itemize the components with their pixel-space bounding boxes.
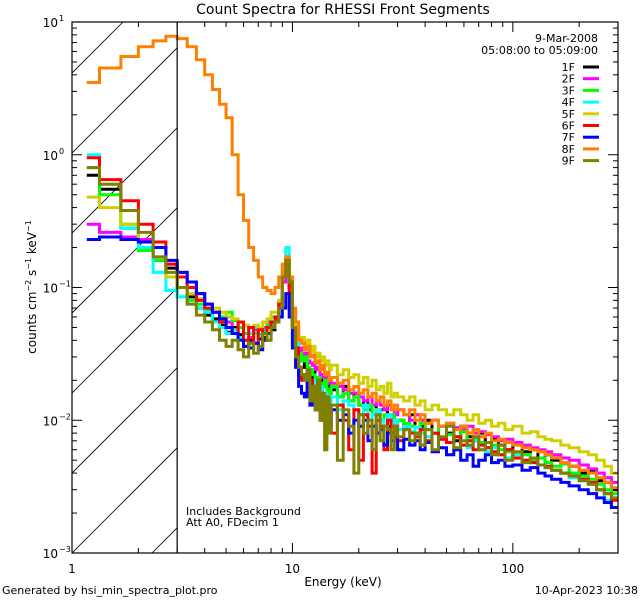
y-axis-ticks	[72, 21, 618, 554]
hatch-line	[72, 367, 178, 474]
legend-label-1F: 1F	[562, 61, 575, 74]
x-axis-ticks	[71, 22, 619, 553]
x-tick-label: 10	[285, 562, 300, 576]
y-tick-label: 10	[43, 16, 58, 30]
y-tick-label: 10	[43, 282, 58, 296]
x-tick-label: 1	[68, 562, 76, 576]
y-tick-label-exponent: 0	[59, 147, 64, 156]
y-tick-label-exponent: 1	[59, 14, 64, 23]
x-tick-label: 100	[501, 562, 524, 576]
legend-label-2F: 2F	[562, 73, 575, 86]
footer-generated-by: Generated by hsi_min_spectra_plot.pro	[2, 584, 218, 597]
annotation-attenuator: Att A0, FDecim 1	[186, 516, 279, 529]
series-group	[86, 34, 618, 509]
y-tick-label-exponent: −1	[59, 280, 71, 289]
y-tick-label: 10	[43, 414, 58, 428]
legend-label-7F: 7F	[562, 131, 575, 144]
x-tick-labels: 1 10 100	[68, 562, 524, 576]
date-label: 9-Mar-2008	[535, 32, 598, 45]
legend-label-3F: 3F	[562, 84, 575, 97]
y-tick-label: 10	[43, 547, 58, 561]
y-tick-label: 10	[43, 149, 58, 163]
legend-label-4F: 4F	[562, 96, 575, 109]
footer-timestamp: 10-Apr-2023 10:38	[535, 584, 638, 597]
x-axis-label: Energy (keV)	[304, 575, 381, 589]
series-8F	[86, 34, 618, 490]
legend-label-9F: 9F	[562, 155, 575, 168]
y-tick-label-exponent: −2	[59, 412, 71, 421]
y-axis-label: counts cm−2 s−1 keV−1	[24, 220, 39, 354]
chart-title: Count Spectra for RHESSI Front Segments	[196, 2, 490, 18]
series-9F	[86, 166, 618, 500]
legend-label-8F: 8F	[562, 143, 575, 156]
time-range-label: 05:08:00 to 05:09:00	[481, 44, 598, 57]
legend-label-6F: 6F	[562, 120, 575, 133]
annotation-background: Includes Background	[186, 505, 301, 518]
legend-label-5F: 5F	[562, 108, 575, 121]
y-tick-label-exponent: −3	[59, 545, 71, 554]
